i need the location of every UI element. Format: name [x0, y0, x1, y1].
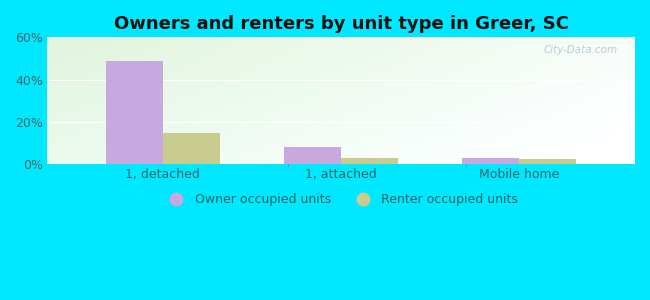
Bar	[462, 158, 519, 164]
Bar	[284, 147, 341, 164]
Title: Owners and renters by unit type in Greer, SC: Owners and renters by unit type in Greer…	[114, 15, 569, 33]
Bar	[163, 133, 220, 164]
Bar	[341, 158, 398, 164]
Bar	[519, 159, 576, 164]
Legend: Owner occupied units, Renter occupied units: Owner occupied units, Renter occupied un…	[159, 188, 523, 211]
Bar	[106, 61, 163, 164]
Text: City-Data.com: City-Data.com	[543, 45, 618, 55]
